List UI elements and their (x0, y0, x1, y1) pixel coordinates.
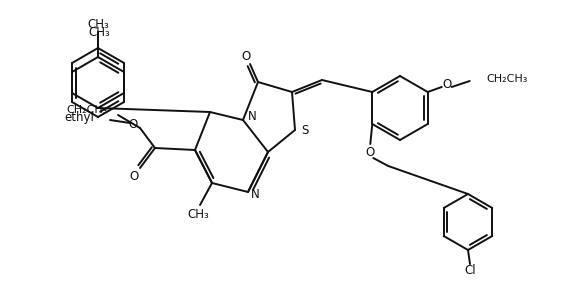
Text: ethyl: ethyl (64, 110, 94, 124)
Text: CH₃: CH₃ (187, 208, 209, 221)
Text: S: S (301, 124, 308, 136)
Text: O: O (241, 49, 251, 63)
Text: O: O (366, 146, 375, 160)
Text: N: N (248, 110, 257, 124)
Text: CH₃: CH₃ (87, 19, 109, 31)
Text: N: N (251, 188, 260, 202)
Text: CH₂CH₃: CH₂CH₃ (486, 74, 528, 84)
Text: O: O (128, 118, 138, 132)
Text: Cl: Cl (464, 265, 476, 277)
Text: O: O (442, 78, 451, 92)
Text: O: O (130, 170, 138, 182)
Text: CH₂CH₃: CH₂CH₃ (67, 105, 108, 115)
Text: CH₃: CH₃ (88, 27, 110, 39)
